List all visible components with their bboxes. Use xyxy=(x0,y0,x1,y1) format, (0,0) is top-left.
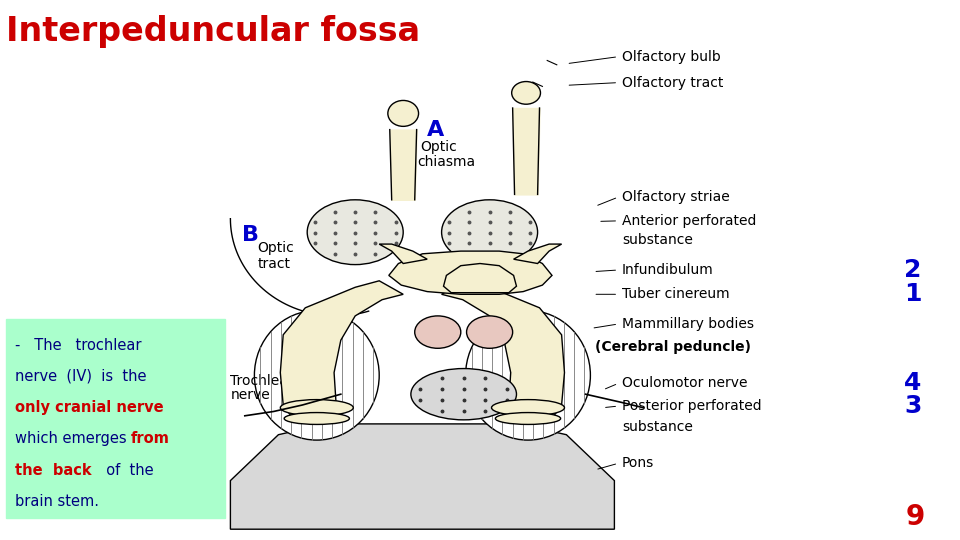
Text: substance: substance xyxy=(622,233,693,247)
Text: 4: 4 xyxy=(904,372,922,395)
Text: A: A xyxy=(427,119,444,140)
Text: (Cerebral peduncle): (Cerebral peduncle) xyxy=(595,340,752,354)
Text: Oculomotor nerve: Oculomotor nerve xyxy=(622,376,748,390)
FancyBboxPatch shape xyxy=(6,319,225,518)
Text: which emerges: which emerges xyxy=(15,431,127,447)
Ellipse shape xyxy=(442,200,538,265)
Polygon shape xyxy=(514,244,562,264)
Ellipse shape xyxy=(415,316,461,348)
Text: 2: 2 xyxy=(904,258,922,282)
Text: Trochlear: Trochlear xyxy=(230,374,294,388)
Text: tract: tract xyxy=(257,256,290,271)
Ellipse shape xyxy=(512,82,540,104)
Text: D: D xyxy=(437,396,455,416)
Text: only cranial nerve: only cranial nerve xyxy=(15,400,164,415)
Text: substance: substance xyxy=(622,420,693,434)
Text: Posterior perforated: Posterior perforated xyxy=(622,399,761,413)
Ellipse shape xyxy=(495,413,561,424)
Ellipse shape xyxy=(466,310,590,440)
Polygon shape xyxy=(389,251,552,294)
Text: B: B xyxy=(242,225,259,245)
Ellipse shape xyxy=(411,368,516,420)
Text: Olfactory bulb: Olfactory bulb xyxy=(622,50,721,64)
Ellipse shape xyxy=(284,413,349,424)
Text: 3: 3 xyxy=(904,394,922,418)
Text: nerve  (IV)  is  the: nerve (IV) is the xyxy=(15,369,147,384)
Text: C: C xyxy=(298,336,314,357)
Text: chiasma: chiasma xyxy=(418,155,476,169)
Polygon shape xyxy=(280,281,403,422)
Text: nerve: nerve xyxy=(230,388,270,402)
Text: from: from xyxy=(131,431,169,447)
Text: the  back: the back xyxy=(15,463,92,478)
Polygon shape xyxy=(230,424,614,529)
Ellipse shape xyxy=(388,100,419,126)
Polygon shape xyxy=(444,264,516,293)
Text: Olfactory striae: Olfactory striae xyxy=(622,190,730,204)
Ellipse shape xyxy=(254,310,379,440)
Text: Anterior perforated: Anterior perforated xyxy=(622,214,756,228)
Text: -   The   trochlear: - The trochlear xyxy=(15,338,142,353)
Polygon shape xyxy=(379,244,427,264)
Ellipse shape xyxy=(492,400,564,416)
Text: Pons: Pons xyxy=(622,456,655,470)
Text: Optic: Optic xyxy=(420,140,457,154)
Text: Mammillary bodies: Mammillary bodies xyxy=(622,317,755,331)
Text: Tuber cinereum: Tuber cinereum xyxy=(622,287,730,301)
Text: of  the: of the xyxy=(97,463,154,478)
Polygon shape xyxy=(442,281,564,422)
Text: Infundibulum: Infundibulum xyxy=(622,263,714,277)
Text: Optic: Optic xyxy=(257,241,294,255)
Ellipse shape xyxy=(280,400,353,416)
Text: 9: 9 xyxy=(905,503,924,531)
Text: Olfactory tract: Olfactory tract xyxy=(622,76,724,90)
Ellipse shape xyxy=(307,200,403,265)
Text: Interpeduncular fossa: Interpeduncular fossa xyxy=(6,15,420,48)
Ellipse shape xyxy=(467,316,513,348)
Text: 1: 1 xyxy=(904,282,922,306)
Text: brain stem.: brain stem. xyxy=(15,494,100,509)
